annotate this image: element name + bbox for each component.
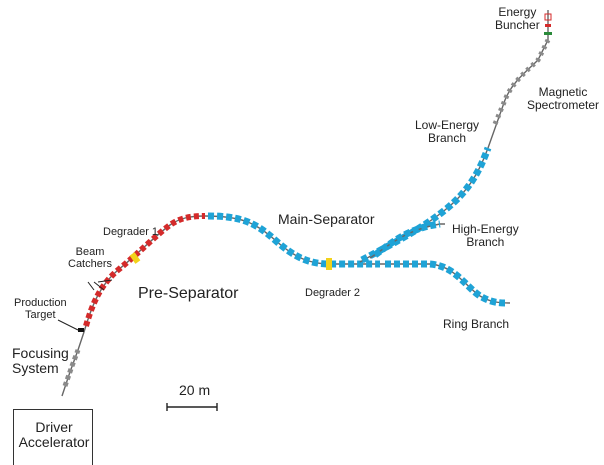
production-target-line2: Target xyxy=(25,308,56,321)
low-energy-branch-line2: Branch xyxy=(428,130,467,145)
focusing-system-line2: System xyxy=(12,359,59,376)
energy-buncher-line2: Buncher xyxy=(495,17,540,32)
beam-catchers-line1: Beam xyxy=(75,246,105,258)
degrader-1-label: Degrader 1 xyxy=(103,226,159,238)
driver-accelerator-line2: Accelerator xyxy=(18,433,90,450)
ring-branch-beamline xyxy=(380,260,511,307)
main-separator-label: Main-Separator xyxy=(278,211,375,227)
main-separator-beamline xyxy=(204,212,380,268)
degrader-1-marker xyxy=(129,252,141,264)
magnetic-spectrometer-line1: Magnetic xyxy=(538,85,588,99)
low-energy-branch-label: Low-Energy Branch xyxy=(415,119,479,144)
beam-catchers-line2: Catchers xyxy=(68,257,113,270)
energy-buncher-line1: Energy xyxy=(498,5,537,19)
low-energy-branch-line1: Low-Energy xyxy=(415,118,480,132)
driver-accelerator-box xyxy=(13,409,93,465)
scale-bar-line xyxy=(166,403,218,411)
beam-catchers-label: Beam Catchers xyxy=(68,246,113,270)
beam-catchers-pointers xyxy=(87,279,113,291)
focusing-system-line1: Focusing xyxy=(12,345,69,361)
driver-accelerator-label: Driver Accelerator xyxy=(16,420,92,449)
degrader-2-marker xyxy=(326,258,332,270)
driver-accelerator-line1: Driver xyxy=(35,419,73,435)
magnetic-spectrometer-line2: Spectrometer xyxy=(527,97,600,112)
production-target-label: Production Target xyxy=(14,297,67,321)
ring-branch-label: Ring Branch xyxy=(443,317,510,331)
magnetic-spectrometer-label: Magnetic Spectrometer xyxy=(527,86,599,111)
pre-separator-beamline xyxy=(83,213,206,333)
production-target-pointer xyxy=(57,319,79,331)
focusing-system-label: Focusing System xyxy=(12,346,69,375)
energy-buncher-label: Energy Buncher xyxy=(495,6,540,31)
high-energy-branch-line2: Branch xyxy=(466,234,505,249)
degrader-2-label: Degrader 2 xyxy=(305,287,361,299)
high-energy-branch-label: High-Energy Branch xyxy=(452,223,519,248)
pre-separator-label: Pre-Separator xyxy=(138,285,239,302)
production-target-marker xyxy=(78,328,84,332)
scale-bar-label: 20 m xyxy=(179,382,211,398)
production-target-line1: Production xyxy=(14,297,67,309)
high-energy-branch-line1: High-Energy xyxy=(452,222,519,236)
high-energy-branch-beamline xyxy=(369,220,445,259)
focusing-system-beamline xyxy=(61,331,85,397)
